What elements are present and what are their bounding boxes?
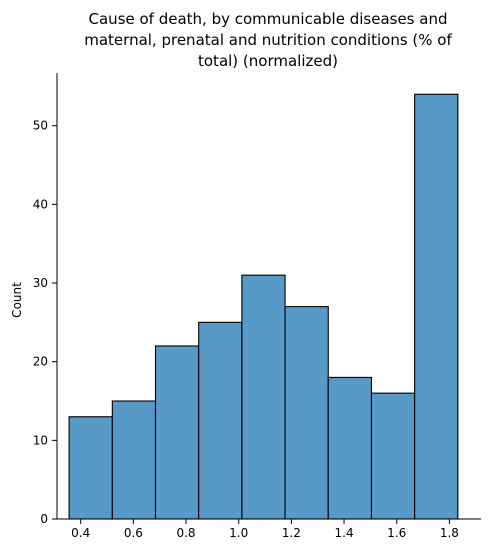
histogram-bars: [68, 93, 459, 520]
chart-title-line-1: Cause of death, by communicable diseases…: [89, 10, 448, 28]
x-tick-label: 0.4: [71, 526, 90, 540]
y-axis-label: Count: [10, 282, 24, 318]
histogram-bar: [241, 274, 286, 520]
histogram-bar: [284, 306, 329, 520]
y-tick-label: 30: [33, 276, 48, 290]
x-tick-label: 1.0: [229, 526, 248, 540]
histogram-bar: [370, 392, 416, 520]
chart-title-line-2: maternal, prenatal and nutrition conditi…: [84, 31, 452, 49]
histogram-bar: [414, 93, 459, 520]
y-axis-ticks: 0 10 20 30 40 50: [33, 119, 57, 526]
y-tick-label: 10: [33, 433, 48, 447]
y-tick-label: 40: [33, 197, 48, 211]
y-tick-label: 50: [33, 119, 48, 133]
x-tick-label: 0.6: [124, 526, 143, 540]
x-tick-label: 1.6: [387, 526, 406, 540]
histogram-bar: [327, 376, 372, 520]
chart-title-line-3: total) (normalized): [198, 52, 338, 70]
x-tick-label: 0.8: [176, 526, 195, 540]
y-tick-label: 20: [33, 355, 48, 369]
histogram-bar: [154, 345, 200, 520]
histogram-bar: [111, 400, 157, 520]
axes: [56, 73, 481, 520]
histogram-bar: [198, 321, 243, 520]
x-tick-label: 1.8: [440, 526, 459, 540]
chart-title: Cause of death, by communicable diseases…: [84, 10, 452, 70]
x-tick-label: 1.4: [335, 526, 354, 540]
x-axis-ticks: 0.4 0.6 0.8 1.0 1.2 1.4 1.6 1.8: [71, 519, 459, 540]
x-tick-label: 1.2: [282, 526, 301, 540]
y-tick-label: 0: [40, 512, 48, 526]
histogram-bar: [68, 416, 113, 520]
